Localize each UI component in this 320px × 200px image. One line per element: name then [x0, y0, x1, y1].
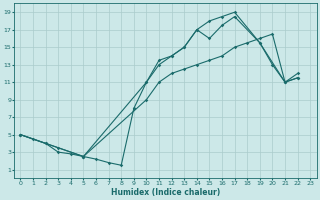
X-axis label: Humidex (Indice chaleur): Humidex (Indice chaleur): [111, 188, 220, 197]
